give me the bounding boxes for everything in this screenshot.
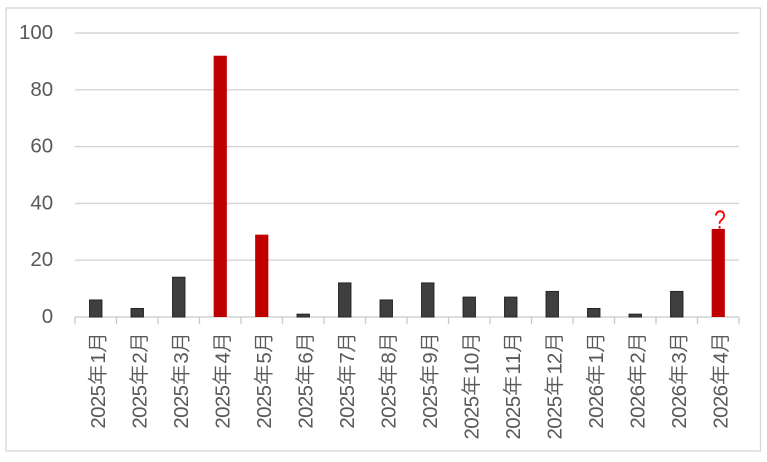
- svg-text:2025: 2025: [211, 385, 234, 429]
- svg-text:1: 1: [585, 352, 608, 363]
- svg-text:?: ?: [714, 205, 726, 233]
- svg-text:2026: 2026: [668, 385, 691, 429]
- svg-text:2026: 2026: [709, 385, 732, 429]
- svg-text:5: 5: [253, 352, 276, 363]
- svg-text:2026: 2026: [626, 385, 649, 429]
- svg-text:3: 3: [170, 352, 193, 363]
- svg-text:2: 2: [626, 352, 649, 363]
- svg-text:4: 4: [709, 352, 732, 363]
- svg-text:9: 9: [419, 352, 442, 363]
- svg-text:60: 60: [30, 135, 53, 158]
- svg-text:12: 12: [543, 353, 566, 375]
- svg-text:20: 20: [30, 248, 53, 271]
- svg-text:100: 100: [19, 21, 53, 44]
- svg-text:11: 11: [502, 353, 525, 375]
- svg-text:6: 6: [294, 352, 317, 363]
- svg-text:2025: 2025: [543, 396, 566, 440]
- svg-text:3: 3: [668, 352, 691, 363]
- svg-text:4: 4: [211, 352, 234, 363]
- svg-text:2025: 2025: [460, 396, 483, 440]
- svg-text:2025: 2025: [336, 385, 359, 429]
- svg-text:2025: 2025: [294, 385, 317, 429]
- svg-text:10: 10: [460, 353, 483, 375]
- svg-text:0: 0: [42, 305, 53, 328]
- svg-text:2025: 2025: [170, 385, 193, 429]
- svg-text:2025: 2025: [253, 385, 276, 429]
- svg-text:2025: 2025: [377, 385, 400, 429]
- svg-text:40: 40: [30, 191, 53, 214]
- svg-text:1: 1: [87, 352, 110, 363]
- svg-text:2025: 2025: [502, 396, 525, 440]
- svg-text:2025: 2025: [87, 385, 110, 429]
- svg-text:2026: 2026: [585, 385, 608, 429]
- svg-text:2025: 2025: [128, 385, 151, 429]
- svg-text:8: 8: [377, 352, 400, 363]
- svg-text:2025: 2025: [419, 385, 442, 429]
- svg-text:7: 7: [336, 352, 359, 363]
- svg-text:2: 2: [128, 352, 151, 363]
- svg-text:80: 80: [30, 78, 53, 101]
